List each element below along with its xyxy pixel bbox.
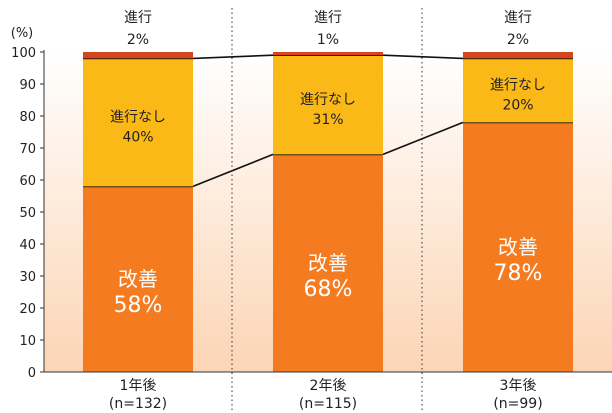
x-category-label: 3年後 [500, 378, 537, 394]
bar-segment [463, 52, 573, 59]
bar-value-label: 40% [122, 129, 153, 145]
x-category-label: 2年後 [310, 378, 347, 394]
bar-series-label: 進行なし [300, 92, 356, 108]
y-tick-label: 50 [19, 206, 36, 221]
x-category-n-label: (n=99) [493, 396, 542, 412]
bar-value-label: 1% [317, 32, 339, 48]
y-tick-label: 100 [11, 46, 36, 61]
bars: 改善58%進行なし40%進行2%改善68%進行なし31%進行1%改善78%進行な… [83, 10, 573, 373]
bar-value-label: 2% [127, 32, 149, 48]
y-tick-label: 60 [19, 174, 36, 189]
connector-lines [192, 54, 464, 188]
x-category-n-label: (n=132) [109, 396, 167, 412]
bar-segment [273, 52, 383, 56]
bar-series-label: 進行なし [490, 77, 546, 93]
bar-series-label: 進行 [314, 10, 342, 26]
y-tick-label: 80 [19, 110, 36, 125]
x-axis: 1年後 (n=132) 2年後 (n=115) 3年後 (n=99) [44, 371, 612, 412]
bar-segment [83, 52, 193, 59]
bar-value-label: 31% [312, 112, 343, 128]
bar-series-label: 進行 [504, 10, 532, 26]
y-tick-label: 40 [19, 238, 36, 253]
connector-line [382, 54, 464, 60]
bar-segment [83, 58, 193, 187]
x-category-n-label: (n=115) [299, 396, 357, 412]
y-tick-label: 0 [28, 366, 36, 381]
bar-value-label: 20% [502, 97, 533, 113]
y-tick-label: 10 [19, 334, 36, 349]
bar-series-label: 進行 [124, 10, 152, 26]
connector-line [192, 153, 274, 188]
y-tick-label: 20 [19, 302, 36, 317]
y-tick-label: 30 [19, 270, 36, 285]
y-axis: (%) 0 10 20 30 40 50 60 70 80 90 100 [11, 26, 45, 381]
bar-segment [463, 122, 573, 373]
bar-value-label: 2% [507, 32, 529, 48]
bar-segment [273, 55, 383, 155]
x-category-label: 1年後 [120, 378, 157, 394]
bar-series-label: 改善 [498, 235, 538, 259]
connector-line [192, 54, 274, 60]
bar-series-label: 改善 [118, 267, 158, 291]
y-tick-label: 90 [19, 78, 36, 93]
bar-segment [273, 154, 383, 372]
y-unit-label: (%) [11, 26, 34, 41]
connector-line [382, 121, 464, 156]
bar-series-label: 進行なし [110, 109, 166, 125]
y-tick-label: 70 [19, 142, 36, 157]
bar-value-label: 78% [494, 261, 543, 286]
bar-segment [463, 58, 573, 123]
bar-segment [83, 186, 193, 372]
bar-value-label: 58% [114, 293, 163, 318]
bar-series-label: 改善 [308, 251, 348, 275]
bar-value-label: 68% [304, 277, 353, 302]
